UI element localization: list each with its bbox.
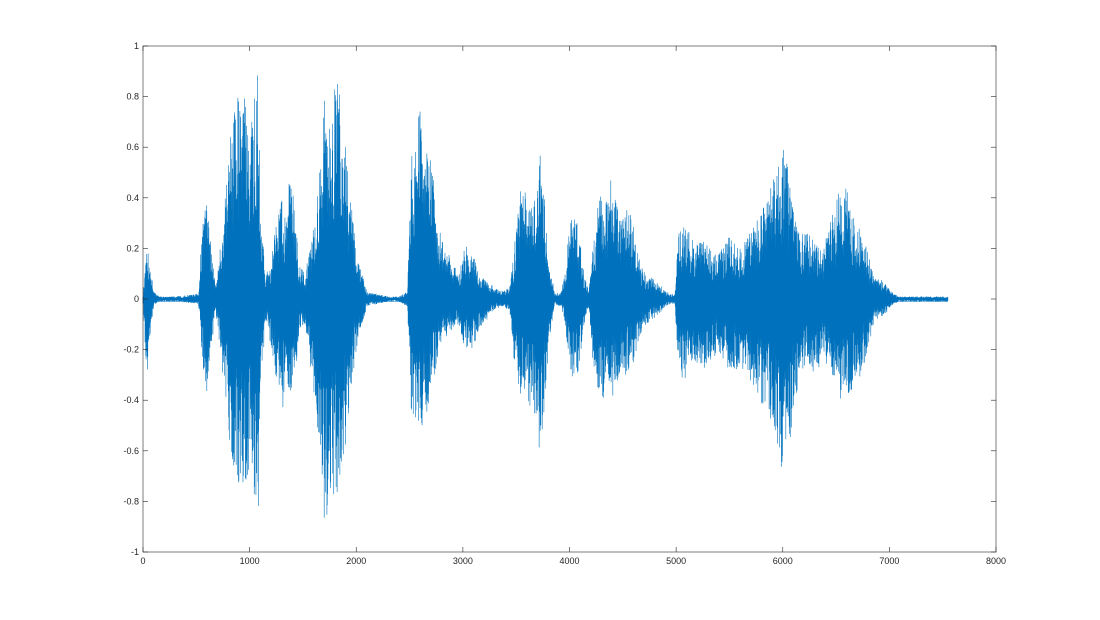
y-tick-label: -0.4	[123, 395, 139, 405]
y-tick-label: 0	[134, 294, 139, 304]
y-axis: 1 0.8 0.6 0.4 0.2 0 -0.2 -0.4 -0.6 -0.8 -1	[123, 41, 996, 557]
y-tick-label: 0.2	[126, 243, 139, 253]
x-tick-label: 6000	[773, 556, 793, 566]
y-tick-label: 1	[134, 41, 139, 51]
y-tick-label: -1	[131, 547, 139, 557]
x-tick-label: 1000	[240, 556, 260, 566]
x-tick-label: 5000	[666, 556, 686, 566]
x-axis: 0 1000 2000 3000 4000 5000 6000 7000 8000	[140, 46, 1006, 566]
y-tick-label: 0.4	[126, 193, 139, 203]
waveform-line	[142, 75, 949, 518]
y-tick-label: 0.6	[126, 142, 139, 152]
y-tick-label: -0.2	[123, 345, 139, 355]
x-tick-label: 7000	[879, 556, 899, 566]
y-tick-label: -0.8	[123, 496, 139, 506]
y-tick-label: -0.6	[123, 446, 139, 456]
x-tick-label: 4000	[559, 556, 579, 566]
x-tick-label: 0	[140, 556, 145, 566]
y-tick-label: 0.8	[126, 92, 139, 102]
x-tick-label: 3000	[453, 556, 473, 566]
x-tick-label: 2000	[346, 556, 366, 566]
waveform-series	[142, 75, 949, 518]
x-tick-label: 8000	[986, 556, 1006, 566]
